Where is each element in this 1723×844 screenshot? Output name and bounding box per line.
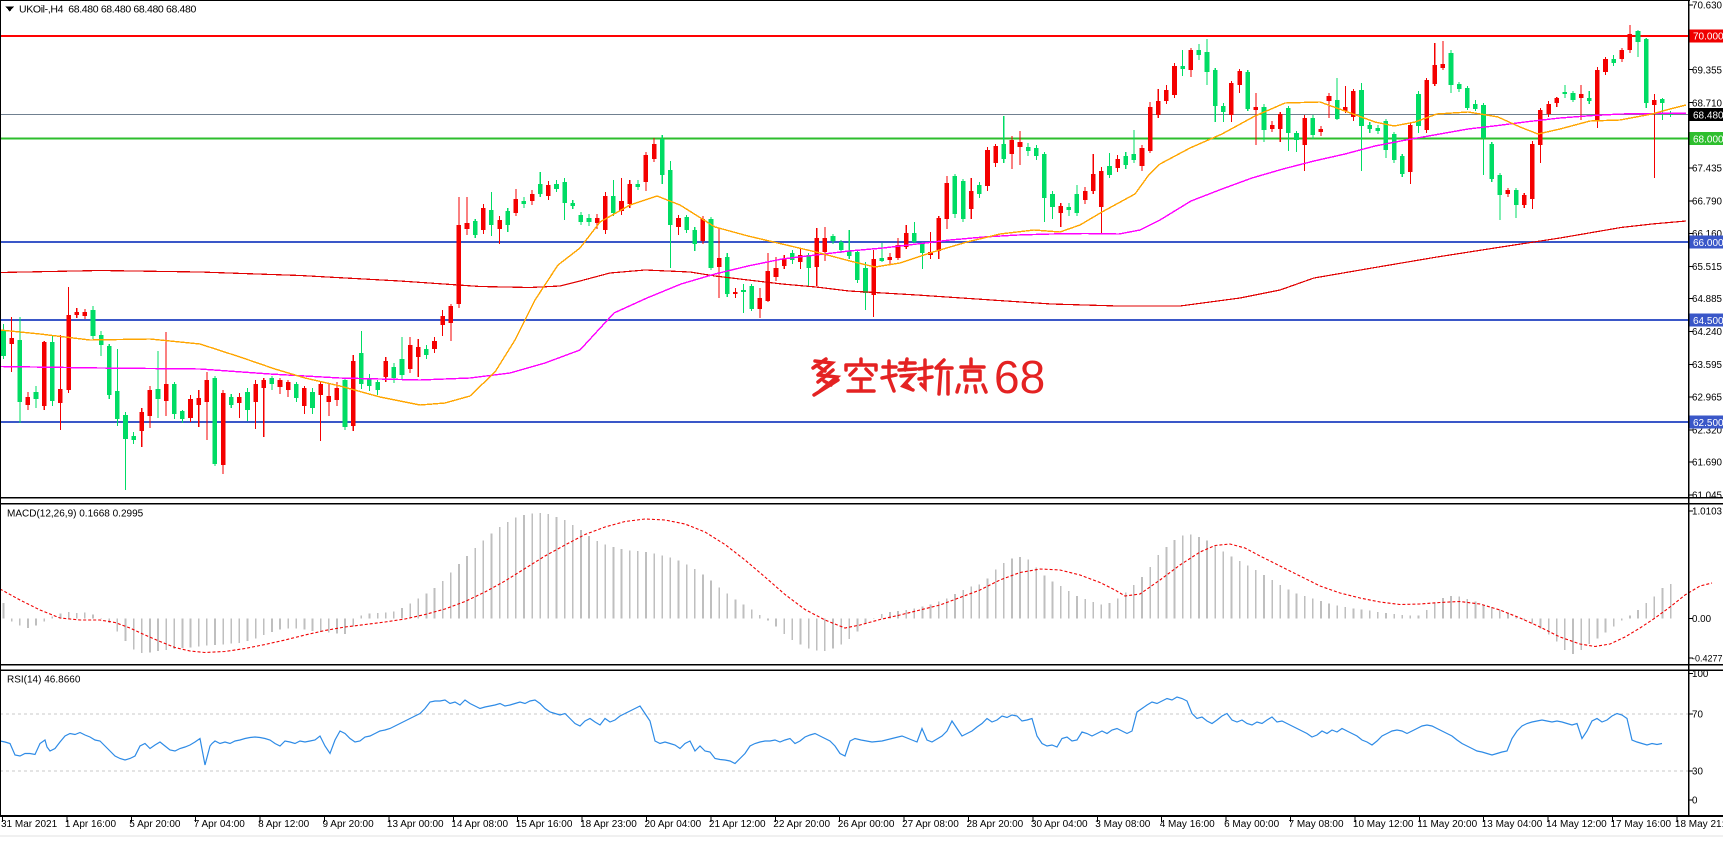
svg-text:64.240: 64.240 xyxy=(1692,327,1723,338)
svg-text:3 May 08:00: 3 May 08:00 xyxy=(1095,819,1150,830)
svg-text:62.500: 62.500 xyxy=(1693,418,1723,429)
svg-text:17 May 16:00: 17 May 16:00 xyxy=(1611,819,1672,830)
svg-text:13 May 04:00: 13 May 04:00 xyxy=(1482,819,1543,830)
svg-text:18 May 21:15: 18 May 21:15 xyxy=(1675,819,1723,830)
svg-text:62.965: 62.965 xyxy=(1692,392,1723,403)
svg-text:UKOil-,H4 68.480 68.480 68.48: UKOil-,H4 68.480 68.480 68.480 68.480 xyxy=(19,4,197,16)
svg-text:28 Apr 20:00: 28 Apr 20:00 xyxy=(967,819,1024,830)
svg-text:64.885: 64.885 xyxy=(1692,294,1723,305)
svg-text:26 Apr 00:00: 26 Apr 00:00 xyxy=(838,819,895,830)
svg-text:68.710: 68.710 xyxy=(1692,98,1723,109)
svg-text:RSI(14) 46.8660: RSI(14) 46.8660 xyxy=(7,675,81,686)
svg-text:9 Apr 20:00: 9 Apr 20:00 xyxy=(323,819,375,830)
svg-text:100: 100 xyxy=(1692,669,1709,680)
svg-text:68.480: 68.480 xyxy=(1693,110,1723,121)
svg-text:70.630: 70.630 xyxy=(1692,1,1723,12)
svg-text:7 Apr 04:00: 7 Apr 04:00 xyxy=(194,819,246,830)
svg-text:-0.4277: -0.4277 xyxy=(1692,654,1723,664)
svg-text:8 Apr 12:00: 8 Apr 12:00 xyxy=(258,819,310,830)
svg-text:21 Apr 12:00: 21 Apr 12:00 xyxy=(709,819,766,830)
svg-text:63.595: 63.595 xyxy=(1692,360,1723,371)
svg-text:14 May 12:00: 14 May 12:00 xyxy=(1546,819,1607,830)
svg-text:61.045: 61.045 xyxy=(1692,491,1723,502)
svg-text:30: 30 xyxy=(1692,767,1703,778)
svg-text:14 Apr 08:00: 14 Apr 08:00 xyxy=(451,819,508,830)
svg-text:30 Apr 04:00: 30 Apr 04:00 xyxy=(1031,819,1088,830)
svg-text:6 May 00:00: 6 May 00:00 xyxy=(1224,819,1279,830)
svg-text:68.000: 68.000 xyxy=(1693,135,1723,146)
svg-text:70: 70 xyxy=(1692,710,1703,721)
svg-text:MACD(12,26,9) 0.1668 0.2995: MACD(12,26,9) 0.1668 0.2995 xyxy=(7,509,144,520)
svg-text:69.355: 69.355 xyxy=(1692,65,1723,76)
svg-text:66.790: 66.790 xyxy=(1692,197,1723,208)
svg-text:65.515: 65.515 xyxy=(1692,262,1723,273)
svg-text:20 Apr 04:00: 20 Apr 04:00 xyxy=(645,819,702,830)
svg-text:66.000: 66.000 xyxy=(1693,238,1723,249)
svg-text:70.000: 70.000 xyxy=(1693,32,1723,43)
svg-text:0: 0 xyxy=(1692,796,1698,807)
svg-text:4 May 16:00: 4 May 16:00 xyxy=(1160,819,1215,830)
svg-text:68: 68 xyxy=(994,351,1045,403)
svg-text:18 Apr 23:00: 18 Apr 23:00 xyxy=(580,819,637,830)
svg-text:5 Apr 20:00: 5 Apr 20:00 xyxy=(129,819,181,830)
svg-text:11 May 20:00: 11 May 20:00 xyxy=(1417,819,1477,830)
svg-text:61.690: 61.690 xyxy=(1692,458,1723,469)
svg-text:31 Mar 2021: 31 Mar 2021 xyxy=(1,819,58,830)
svg-text:67.435: 67.435 xyxy=(1692,164,1723,175)
svg-text:1.0103: 1.0103 xyxy=(1692,507,1723,518)
svg-text:22 Apr 20:00: 22 Apr 20:00 xyxy=(773,819,830,830)
svg-text:64.500: 64.500 xyxy=(1693,316,1723,327)
svg-text:1 Apr 16:00: 1 Apr 16:00 xyxy=(65,819,117,830)
svg-text:27 Apr 08:00: 27 Apr 08:00 xyxy=(902,819,959,830)
svg-text:13 Apr 00:00: 13 Apr 00:00 xyxy=(387,819,444,830)
svg-text:7 May 08:00: 7 May 08:00 xyxy=(1289,819,1344,830)
svg-text:0.00: 0.00 xyxy=(1692,614,1712,625)
svg-text:10 May 12:00: 10 May 12:00 xyxy=(1353,819,1414,830)
svg-text:15 Apr 16:00: 15 Apr 16:00 xyxy=(516,819,573,830)
